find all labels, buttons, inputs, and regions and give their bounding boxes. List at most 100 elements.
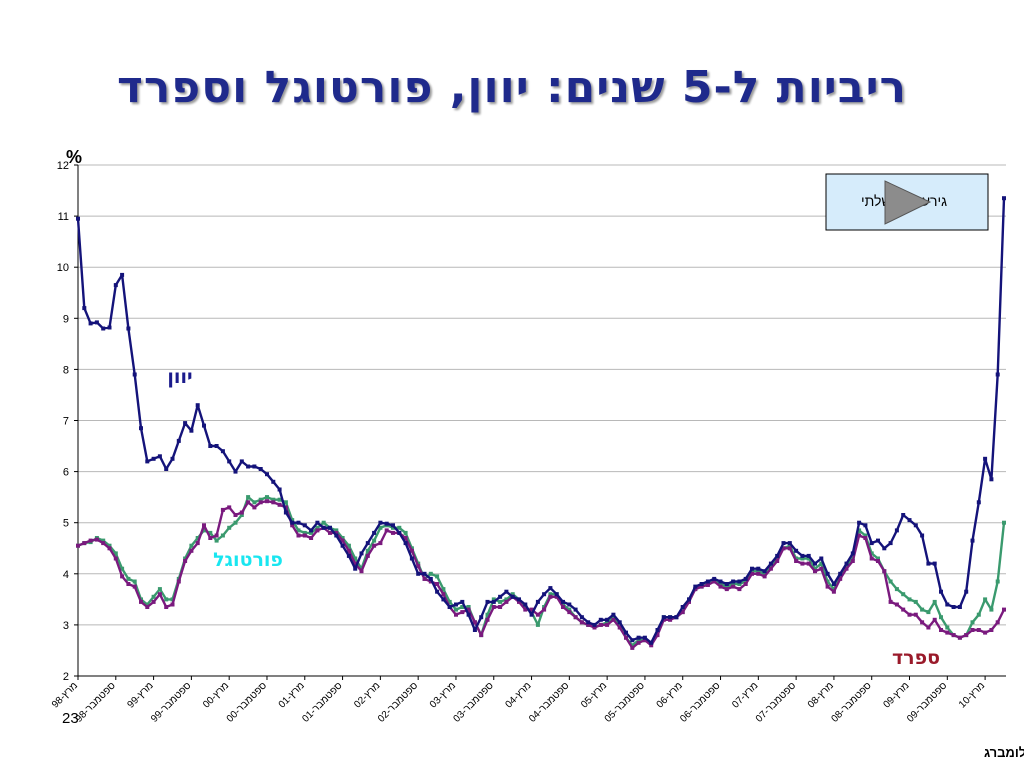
data-point xyxy=(353,556,358,561)
data-point xyxy=(233,513,238,517)
data-point xyxy=(290,520,295,525)
data-point xyxy=(957,635,962,640)
data-point xyxy=(945,630,950,635)
y-tick-label: 3 xyxy=(63,620,69,632)
data-point xyxy=(857,533,862,538)
data-point xyxy=(561,605,565,609)
data-point xyxy=(416,564,421,569)
data-point xyxy=(838,574,843,579)
data-point xyxy=(283,505,288,510)
data-point xyxy=(876,556,880,561)
page-number: 23 xyxy=(62,710,79,727)
x-tick-label: מרץ-06 xyxy=(655,680,685,710)
data-point xyxy=(145,459,150,464)
data-point xyxy=(227,459,232,464)
data-point xyxy=(705,583,710,587)
data-point xyxy=(825,571,830,576)
data-point xyxy=(913,612,918,617)
x-tick-label: ספטמבר-05 xyxy=(603,680,648,725)
data-point xyxy=(359,569,364,574)
data-point xyxy=(838,571,843,576)
data-point xyxy=(781,541,786,546)
data-point xyxy=(113,283,118,288)
data-point xyxy=(454,612,458,617)
data-point xyxy=(825,584,830,589)
data-point xyxy=(762,571,767,576)
data-point xyxy=(718,579,723,584)
data-point xyxy=(787,543,792,548)
data-point xyxy=(510,592,515,597)
play-triangle-icon[interactable] xyxy=(884,180,932,225)
data-point xyxy=(151,594,156,599)
data-point xyxy=(82,541,87,546)
data-point xyxy=(372,538,377,543)
data-point xyxy=(239,510,244,515)
data-point xyxy=(334,530,339,535)
data-point xyxy=(806,553,811,558)
data-point xyxy=(227,505,232,510)
data-point xyxy=(970,628,975,632)
data-point xyxy=(441,587,446,592)
y-tick-label: 7 xyxy=(63,416,69,428)
data-point xyxy=(768,564,773,569)
y-tick-label: 8 xyxy=(63,364,69,376)
x-tick-label: מרץ-00 xyxy=(201,680,231,710)
data-point xyxy=(132,372,137,377)
y-tick-label: 5 xyxy=(63,518,69,530)
data-point xyxy=(265,495,269,500)
data-point xyxy=(164,597,169,602)
data-point xyxy=(246,464,251,469)
data-point xyxy=(372,530,377,535)
data-point xyxy=(101,541,106,546)
data-point xyxy=(271,479,276,484)
data-point xyxy=(120,272,125,277)
data-point xyxy=(435,582,440,586)
x-tick-label: ספטמבר-08 xyxy=(829,680,874,725)
data-point xyxy=(120,574,125,579)
x-tick-label: ספטמבר-04 xyxy=(527,680,572,725)
data-point xyxy=(88,321,93,326)
data-point xyxy=(882,569,887,574)
data-point xyxy=(598,617,603,622)
data-point xyxy=(800,553,805,558)
data-point xyxy=(661,615,666,620)
data-point xyxy=(649,643,654,648)
series-label-spain: ספרד xyxy=(892,647,940,669)
data-point xyxy=(737,579,742,584)
data-point xyxy=(989,607,994,612)
data-point xyxy=(907,518,912,523)
data-point xyxy=(617,625,622,630)
gridlines xyxy=(78,164,1006,626)
data-point xyxy=(151,599,156,604)
data-point xyxy=(309,528,314,533)
data-point xyxy=(876,559,880,563)
data-point xyxy=(340,538,345,543)
data-point xyxy=(277,502,282,507)
data-point xyxy=(775,553,780,558)
data-point xyxy=(76,543,80,548)
data-point xyxy=(101,538,106,543)
data-point xyxy=(964,589,969,594)
data-point xyxy=(869,541,874,546)
data-point xyxy=(277,497,282,502)
data-point xyxy=(107,325,112,330)
data-point xyxy=(466,607,471,612)
data-point xyxy=(611,617,616,622)
data-point xyxy=(510,594,515,599)
data-point xyxy=(321,520,326,525)
data-point xyxy=(718,584,723,589)
data-point xyxy=(466,612,471,617)
x-tick-label: מרץ-02 xyxy=(352,680,382,710)
y-tick-label: 9 xyxy=(63,313,69,325)
data-point xyxy=(561,602,565,607)
data-point xyxy=(246,500,251,505)
data-point xyxy=(548,586,553,591)
data-point xyxy=(454,607,458,612)
data-point xyxy=(579,615,584,620)
data-point xyxy=(498,594,503,599)
data-point xyxy=(239,513,244,517)
data-point xyxy=(655,633,660,638)
data-point xyxy=(145,605,150,609)
data-point xyxy=(466,605,471,609)
data-point xyxy=(794,559,799,563)
